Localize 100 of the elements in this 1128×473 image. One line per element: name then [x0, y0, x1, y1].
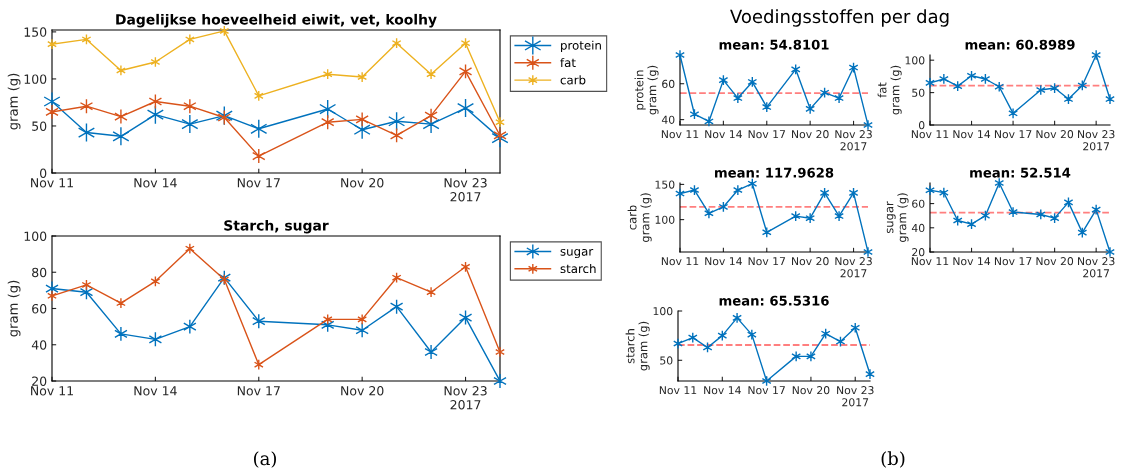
- point: [791, 350, 802, 362]
- point: [925, 77, 935, 89]
- x-tick-label: Nov 14: [134, 386, 177, 396]
- x-tick-label: Nov 23 2017: [1078, 257, 1115, 278]
- y-tick-label: 100: [653, 307, 673, 316]
- y-tick-label: 50: [912, 88, 925, 97]
- x-tick-label: Nov 11: [31, 386, 73, 396]
- y-tick-label: 60: [32, 303, 47, 314]
- x-tick-label: Nov 11: [911, 257, 949, 266]
- y-tick-label: 0: [40, 168, 47, 178]
- x-tick-label: Nov 20: [1036, 257, 1074, 266]
- legend-label: fat: [560, 57, 576, 68]
- point: [675, 49, 685, 61]
- point: [938, 73, 949, 85]
- point: [1091, 49, 1102, 61]
- x-tick-label: Nov 23 2017: [444, 178, 487, 202]
- x-tick-label: Nov 17: [994, 130, 1032, 139]
- point: [732, 312, 742, 324]
- point: [357, 71, 368, 83]
- point: [426, 68, 436, 80]
- x-tick-label: Nov 23 2017: [835, 257, 872, 278]
- point: [1105, 246, 1115, 258]
- x-tick-label: Nov 17: [237, 178, 280, 188]
- y-tick-label: 100: [905, 56, 925, 65]
- y-tick-label: 100: [24, 231, 47, 241]
- point: [925, 184, 935, 196]
- legend-label: starch: [560, 263, 596, 274]
- x-tick-label: Nov 23 2017: [835, 130, 872, 151]
- y-axis-title: protein gram (g): [634, 65, 659, 115]
- x-tick-label: Nov 23 2017: [1078, 130, 1115, 151]
- point: [357, 313, 368, 325]
- point: [47, 290, 57, 302]
- y-axis-title: starch gram (g): [625, 321, 650, 371]
- y-tick-label: 20: [32, 376, 47, 386]
- x-tick-label: Nov 17: [994, 257, 1032, 266]
- point: [116, 297, 126, 309]
- point: [732, 92, 743, 104]
- point: [424, 344, 438, 360]
- point: [424, 107, 438, 124]
- point: [863, 119, 873, 131]
- legend-label: protein: [561, 40, 601, 53]
- point: [112, 126, 130, 147]
- y-tick-label: 50: [32, 121, 47, 131]
- point: [47, 38, 57, 50]
- point: [114, 108, 128, 125]
- point: [1105, 93, 1115, 105]
- y-tick-label: 150: [24, 27, 47, 37]
- point: [834, 210, 844, 222]
- x-tick-label: Nov 14: [705, 130, 742, 139]
- point: [865, 368, 875, 380]
- point: [732, 184, 743, 196]
- point: [493, 127, 507, 144]
- point: [863, 246, 873, 258]
- point: [183, 318, 197, 335]
- point: [183, 98, 197, 114]
- chart-title: mean: 60.8989: [965, 39, 1075, 50]
- y-tick-label: 60: [912, 199, 925, 208]
- chart-title: Dagelijkse hoeveelheid eiwit, vet, koolhy: [116, 13, 437, 28]
- x-tick-label: Nov 20: [792, 257, 829, 266]
- x-tick-label: Nov 17: [748, 386, 785, 395]
- point: [1008, 107, 1018, 119]
- y-tick-label: 100: [24, 74, 47, 84]
- y-tick-label: 60: [662, 79, 675, 88]
- point: [184, 243, 195, 255]
- x-tick-label: Nov 11: [659, 386, 697, 395]
- x-tick-label: Nov 14: [705, 257, 742, 266]
- point: [114, 326, 128, 342]
- chart-title: Starch, sugar: [224, 219, 329, 234]
- x-tick-label: Nov 11: [911, 130, 949, 139]
- point: [355, 111, 369, 128]
- y-tick-label: 50: [660, 356, 673, 365]
- point: [704, 207, 714, 219]
- x-tick-label: Nov 20: [341, 386, 384, 396]
- point: [834, 92, 844, 104]
- x-tick-label: Nov 20: [341, 178, 384, 188]
- legend-label: sugar: [560, 248, 594, 259]
- y-tick-label: 150: [655, 180, 675, 189]
- point: [45, 104, 59, 120]
- point: [181, 114, 199, 134]
- y-tick-label: 80: [32, 267, 47, 278]
- point: [806, 350, 816, 362]
- x-tick-label: Nov 17: [237, 386, 280, 396]
- x-tick-label: Nov 20: [1036, 130, 1074, 139]
- text: (a): [254, 451, 276, 468]
- y-tick-label: 0: [918, 121, 925, 130]
- y-axis-title: gram (g): [7, 73, 21, 130]
- point: [805, 103, 816, 115]
- x-tick-label: Nov 17: [748, 257, 786, 266]
- text: Voedingsstoffen per dag: [730, 9, 949, 27]
- chart-title: mean: 52.514: [970, 167, 1071, 178]
- y-tick-label: 20: [912, 248, 925, 257]
- point: [938, 187, 949, 199]
- y-axis-title: gram (g): [7, 280, 21, 337]
- point: [805, 212, 816, 224]
- y-tick-label: 40: [911, 223, 925, 233]
- point: [493, 373, 507, 389]
- y-tick-label: 40: [661, 115, 675, 124]
- x-tick-label: Nov 23 2017: [444, 386, 487, 410]
- x-tick-label: Nov 14: [134, 178, 177, 188]
- legend-label: carb: [560, 75, 586, 85]
